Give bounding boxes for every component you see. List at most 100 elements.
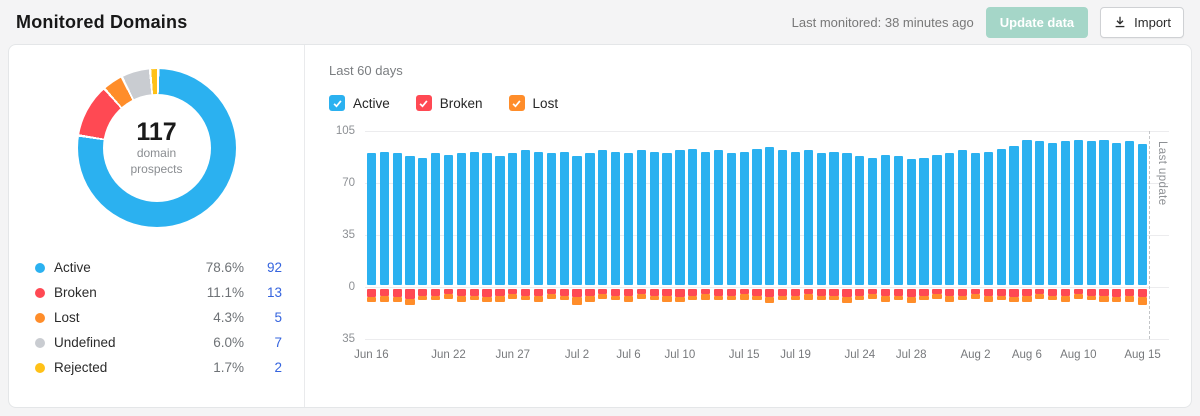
bar-active[interactable] [1009,145,1019,286]
bar-active[interactable] [1125,141,1135,286]
bar-active[interactable] [546,153,556,286]
bar-active[interactable] [970,153,981,286]
bar-lost[interactable] [495,295,505,302]
bar-broken[interactable] [482,288,492,298]
bar-active[interactable] [662,153,672,286]
bar-active[interactable] [379,151,389,286]
bar-active[interactable] [919,157,929,286]
bar-active[interactable] [958,150,968,286]
bar-broken[interactable] [688,288,698,296]
bar-active[interactable] [1022,139,1032,286]
bar-lost[interactable] [366,297,377,302]
bar-broken[interactable] [662,288,672,296]
bar-lost[interactable] [443,294,454,299]
bar-active[interactable] [1086,141,1096,286]
bar-lost[interactable] [405,298,415,305]
bar-active[interactable] [508,153,518,286]
bar-lost[interactable] [533,295,544,302]
bar-broken[interactable] [855,288,865,296]
bar-broken[interactable] [790,288,801,296]
bar-active[interactable] [893,156,903,286]
bar-broken[interactable] [842,288,852,298]
bar-lost[interactable] [456,295,467,302]
bar-lost[interactable] [623,295,634,302]
bar-broken[interactable] [829,288,839,296]
bar-active[interactable] [1099,139,1109,286]
bar-lost[interactable] [1009,297,1019,302]
bar-active[interactable] [983,151,993,286]
bar-active[interactable] [816,153,826,286]
bar-active[interactable] [585,153,595,286]
bar-lost[interactable] [1047,295,1058,301]
bar-lost[interactable] [546,294,556,299]
bar-active[interactable] [713,150,724,286]
bar-lost[interactable] [893,295,903,301]
bar-active[interactable] [675,150,685,286]
bar-active[interactable] [752,148,762,286]
chart-legend-item-active[interactable]: Active [329,95,390,111]
bar-lost[interactable] [521,295,531,301]
bar-lost[interactable] [559,295,569,301]
bar-active[interactable] [932,154,942,286]
bar-active[interactable] [559,151,569,286]
bar-broken[interactable] [700,288,711,295]
bar-broken[interactable] [456,288,467,296]
bar-broken[interactable] [469,288,479,296]
bar-lost[interactable] [816,295,826,301]
bar-active[interactable] [418,157,428,286]
bar-broken[interactable] [778,288,788,296]
bar-active[interactable] [688,148,698,286]
bar-active[interactable] [803,150,814,286]
bar-lost[interactable] [636,294,646,299]
bar-lost[interactable] [585,295,595,302]
bar-active[interactable] [610,151,621,286]
bar-lost[interactable] [688,295,698,301]
bar-active[interactable] [1060,141,1071,286]
bar-active[interactable] [842,153,852,286]
bar-broken[interactable] [803,288,814,295]
bar-lost[interactable] [868,294,878,299]
bar-broken[interactable] [1099,288,1109,296]
bar-lost[interactable] [1022,295,1032,302]
bar-active[interactable] [1112,142,1122,286]
legend-row-rejected[interactable]: Rejected 1.7% 2 [25,355,288,380]
bar-active[interactable] [431,153,441,286]
legend-row-lost[interactable]: Lost 4.3% 5 [25,305,288,330]
bar-broken[interactable] [675,288,685,298]
bar-broken[interactable] [932,288,942,295]
bar-broken[interactable] [1047,288,1058,296]
bar-broken[interactable] [405,288,415,299]
bar-lost[interactable] [932,294,942,299]
bar-active[interactable] [443,154,454,286]
bar-lost[interactable] [803,294,814,301]
bar-active[interactable] [739,151,749,286]
bar-broken[interactable] [880,288,891,296]
bar-broken[interactable] [598,288,608,295]
bar-broken[interactable] [1060,288,1071,296]
chart-legend-item-lost[interactable]: Lost [508,95,558,111]
bar-broken[interactable] [508,288,518,295]
bar-lost[interactable] [469,295,479,301]
bar-lost[interactable] [880,295,891,302]
legend-row-broken[interactable]: Broken 11.1% 13 [25,280,288,305]
bar-lost[interactable] [675,297,685,302]
checkbox-active[interactable] [329,95,345,111]
bar-broken[interactable] [739,288,749,295]
bar-broken[interactable] [919,288,929,296]
legend-row-undefined[interactable]: Undefined 6.0% 7 [25,330,288,355]
bar-lost[interactable] [752,295,762,301]
bar-active[interactable] [855,156,865,286]
bar-lost[interactable] [713,295,724,301]
bar-broken[interactable] [906,288,916,298]
bar-broken[interactable] [868,288,878,295]
bar-lost[interactable] [431,295,441,301]
bar-broken[interactable] [418,288,428,296]
bar-active[interactable] [1137,144,1148,286]
bar-lost[interactable] [958,295,968,301]
bar-broken[interactable] [392,288,402,298]
bar-broken[interactable] [379,288,389,296]
bar-broken[interactable] [893,288,903,296]
bar-broken[interactable] [713,288,724,296]
bar-broken[interactable] [1125,288,1135,296]
bar-broken[interactable] [546,288,556,295]
